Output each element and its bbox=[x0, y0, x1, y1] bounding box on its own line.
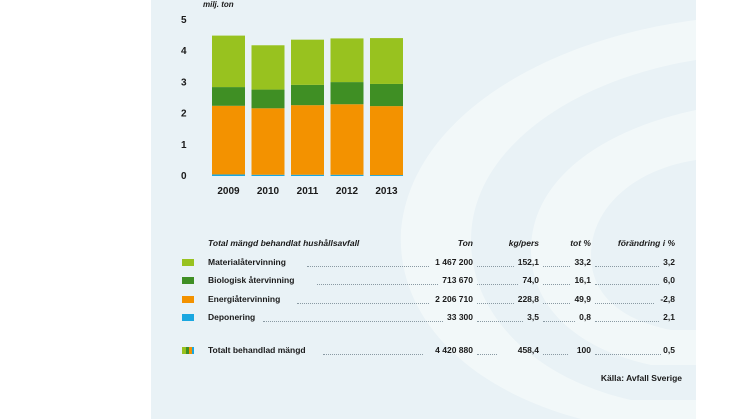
row-label: Deponering bbox=[208, 311, 256, 322]
table-header-change: förändring i % bbox=[617, 238, 675, 248]
x-tick-label: 2013 bbox=[375, 186, 398, 197]
bar-segment bbox=[291, 174, 324, 176]
y-axis-ticks: 0 1 2 3 4 5 bbox=[181, 15, 187, 182]
x-axis-ticks: 2009 2010 2011 2012 2013 bbox=[217, 186, 398, 197]
row-tot: 33,2 bbox=[574, 257, 591, 267]
leader-line bbox=[543, 320, 575, 322]
bar-segment bbox=[370, 38, 403, 84]
source-note: Källa: Avfall Sverige bbox=[600, 373, 682, 383]
unit-label: milj. ton bbox=[203, 0, 234, 9]
row-tot: 16,1 bbox=[574, 275, 591, 286]
row-label: Materialåtervinning bbox=[208, 257, 286, 267]
bar-segment bbox=[212, 174, 245, 176]
bar-segment bbox=[370, 83, 403, 107]
leader-line bbox=[543, 354, 568, 355]
bar-segment bbox=[370, 106, 403, 176]
total-swatch-part bbox=[189, 347, 192, 354]
bar-segment bbox=[330, 174, 364, 176]
bar-segment bbox=[251, 108, 285, 175]
y-tick-label: 1 bbox=[181, 140, 187, 151]
row-tot: 49,9 bbox=[574, 293, 591, 304]
y-tick-label: 2 bbox=[181, 109, 187, 120]
leader-line bbox=[595, 320, 659, 322]
row-label: Energiåtervinning bbox=[208, 293, 281, 304]
legend-swatch bbox=[182, 295, 194, 303]
row-kg: 3,5 bbox=[527, 311, 539, 322]
leader-line bbox=[263, 320, 443, 322]
leader-line bbox=[595, 284, 659, 286]
row-change: -2,8 bbox=[660, 293, 675, 304]
row-kg: 228,8 bbox=[517, 293, 539, 304]
bar-segment bbox=[212, 87, 245, 106]
leader-line bbox=[316, 284, 439, 286]
stacked-bar-chart: milj. ton 0 1 2 3 4 5 2009 2010 2011 2012 2013 bbox=[181, 0, 403, 197]
row-label: Biologisk återvinning bbox=[208, 275, 295, 286]
row-ton: 33 300 bbox=[447, 311, 473, 322]
row-kg: 152,1 bbox=[517, 257, 539, 267]
table-header-tot: tot % bbox=[570, 238, 591, 248]
leader-line bbox=[477, 320, 523, 322]
row-kg: 74,0 bbox=[522, 275, 539, 286]
table-header-kg: kg/pers bbox=[508, 238, 539, 248]
leader-line bbox=[543, 284, 571, 286]
row-change: 2,1 bbox=[663, 311, 675, 322]
chart-panel: milj. ton 0 1 2 3 4 5 2009 2010 2011 2012 2013 To… bbox=[151, 0, 696, 419]
bar-segment bbox=[330, 104, 364, 175]
leader-line bbox=[477, 302, 514, 304]
bar-segment bbox=[251, 45, 285, 90]
table-header-ton: Ton bbox=[457, 238, 473, 248]
leader-line bbox=[307, 266, 429, 267]
total-tot: 100 bbox=[576, 345, 591, 355]
y-tick-label: 5 bbox=[181, 15, 187, 26]
leader-line bbox=[595, 354, 661, 355]
bars bbox=[212, 35, 403, 176]
leader-line bbox=[477, 266, 514, 267]
total-swatch-part bbox=[192, 347, 194, 354]
legend-swatch bbox=[182, 313, 194, 321]
bar-segment bbox=[291, 84, 324, 106]
bar-segment bbox=[291, 39, 324, 85]
table-header-label: Total mängd behandlat hushållsavfall bbox=[208, 238, 360, 248]
leader-line bbox=[595, 266, 659, 267]
leader-line bbox=[543, 266, 571, 267]
row-ton: 2 206 710 bbox=[435, 293, 473, 304]
summary-table: Total mängd behandlat hushållsavfall Ton… bbox=[151, 0, 696, 419]
bar-segment bbox=[212, 35, 245, 88]
bar-segment bbox=[251, 89, 285, 109]
leader-line bbox=[543, 302, 571, 304]
leader-line bbox=[323, 354, 423, 355]
y-tick-label: 0 bbox=[181, 171, 187, 182]
bar-segment bbox=[330, 38, 364, 83]
leader-line bbox=[477, 284, 519, 286]
bar-segment bbox=[291, 105, 324, 175]
total-change: 0,5 bbox=[663, 345, 675, 355]
bar-segment bbox=[330, 82, 364, 105]
row-tot: 0,8 bbox=[579, 311, 591, 322]
x-tick-label: 2012 bbox=[336, 186, 359, 197]
background-swirl-decoration bbox=[400, 20, 696, 419]
total-swatch-part bbox=[182, 347, 186, 354]
row-ton: 1 467 200 bbox=[435, 257, 473, 267]
row-change: 6,0 bbox=[663, 275, 675, 286]
bar-segment bbox=[212, 105, 245, 175]
legend-swatch bbox=[182, 277, 194, 285]
total-label: Totalt behandlad mängd bbox=[208, 345, 306, 355]
total-kg: 458,4 bbox=[517, 345, 539, 355]
x-tick-label: 2009 bbox=[217, 186, 240, 197]
leader-line bbox=[595, 302, 655, 304]
row-change: 3,2 bbox=[663, 257, 675, 267]
row-ton: 713 670 bbox=[442, 275, 473, 286]
bar-segment bbox=[370, 175, 403, 176]
bar-segment bbox=[251, 174, 285, 176]
leader-line bbox=[477, 354, 497, 355]
y-tick-label: 3 bbox=[181, 77, 187, 88]
total-swatch-part bbox=[186, 347, 189, 354]
y-tick-label: 4 bbox=[181, 46, 187, 57]
total-ton: 4 420 880 bbox=[435, 345, 473, 355]
x-tick-label: 2010 bbox=[257, 186, 280, 197]
x-tick-label: 2011 bbox=[297, 186, 319, 197]
legend-swatch bbox=[182, 259, 194, 266]
leader-line bbox=[297, 302, 429, 304]
